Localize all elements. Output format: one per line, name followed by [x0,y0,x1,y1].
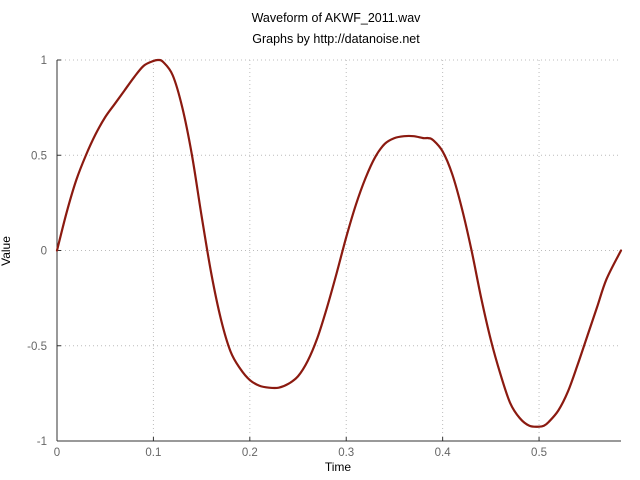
x-tick-label: 0.2 [242,447,258,459]
waveform-line [55,58,623,428]
x-axis-label: Time [325,460,352,474]
x-tick-label: 0 [54,447,60,459]
x-tick-label: 0.1 [145,447,161,459]
plot-area [55,58,623,428]
x-tick-label: 0.3 [338,447,354,459]
y-tick-label: 1 [41,55,47,67]
x-tick-label: 0.5 [531,447,547,459]
chart-subtitle: Graphs by http://datanoise.net [252,32,420,46]
y-tick-label: 0 [41,246,47,258]
y-axis-label: Value [0,236,13,266]
y-tick-label: -0.5 [27,341,47,353]
x-tick-label: 0.4 [435,447,452,459]
y-tick-label: -1 [37,436,47,448]
y-tick-label: 0.5 [31,150,47,162]
chart-title: Waveform of AKWF_2011.wav [252,11,422,25]
ticks: 0 0.1 0.2 0.3 0.4 0.5 1 0.5 0 -0.5 -1 [27,55,547,459]
